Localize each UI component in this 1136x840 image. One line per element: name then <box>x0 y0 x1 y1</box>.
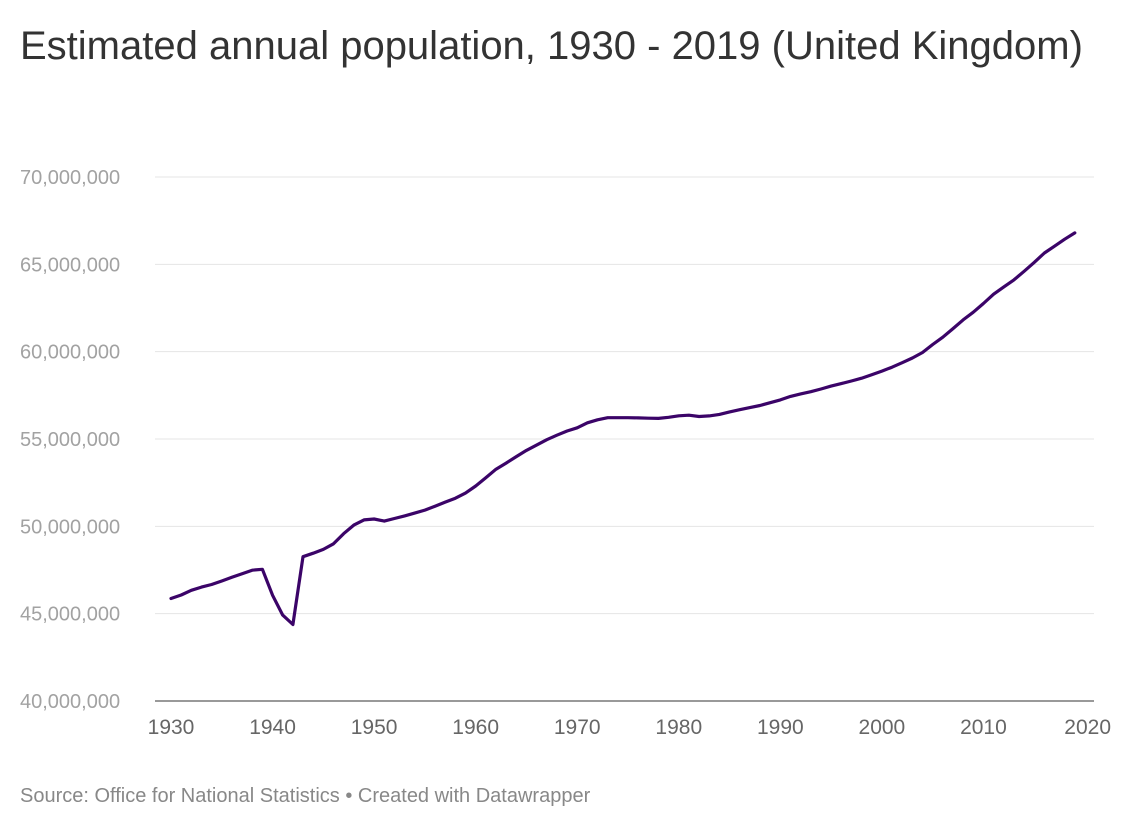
x-tick-label: 2000 <box>859 716 906 739</box>
y-tick-label: 60,000,000 <box>20 342 120 364</box>
y-tick-label: 40,000,000 <box>20 691 120 713</box>
x-tick-label: 2010 <box>960 716 1007 739</box>
y-tick-label: 50,000,000 <box>20 516 120 538</box>
x-tick-label: 1940 <box>249 716 296 739</box>
y-tick-label: 70,000,000 <box>20 167 120 189</box>
x-axis-labels: 1930 1940 1950 1960 1970 1980 1990 2000 2010 2020 <box>148 716 1111 739</box>
footer-separator: • <box>345 785 353 807</box>
population-series-line <box>169 231 1077 627</box>
x-tick-label: 1950 <box>351 716 398 739</box>
y-tick-label: 45,000,000 <box>20 604 120 626</box>
footer: Source: Office for National Statistics •… <box>20 785 590 808</box>
x-tick-label: 1980 <box>655 716 702 739</box>
x-tick-label: 2020 <box>1064 716 1111 739</box>
y-axis-labels: 40,000,000 45,000,000 50,000,000 55,000,000… <box>20 167 120 713</box>
x-tick-label: 1960 <box>452 716 499 739</box>
y-tick-label: 65,000,000 <box>20 254 120 276</box>
x-tick-label: 1970 <box>554 716 601 739</box>
chart-title: Estimated annual population, 1930 - 2019… <box>20 24 1083 68</box>
x-tick-label: 1930 <box>148 716 195 739</box>
gridlines <box>155 176 1094 702</box>
source-text: Source: Office for National Statistics <box>20 785 340 807</box>
series-group <box>169 231 1077 627</box>
x-tick-label: 1990 <box>757 716 804 739</box>
y-tick-label: 55,000,000 <box>20 429 120 451</box>
credit-text: Created with Datawrapper <box>357 785 591 807</box>
